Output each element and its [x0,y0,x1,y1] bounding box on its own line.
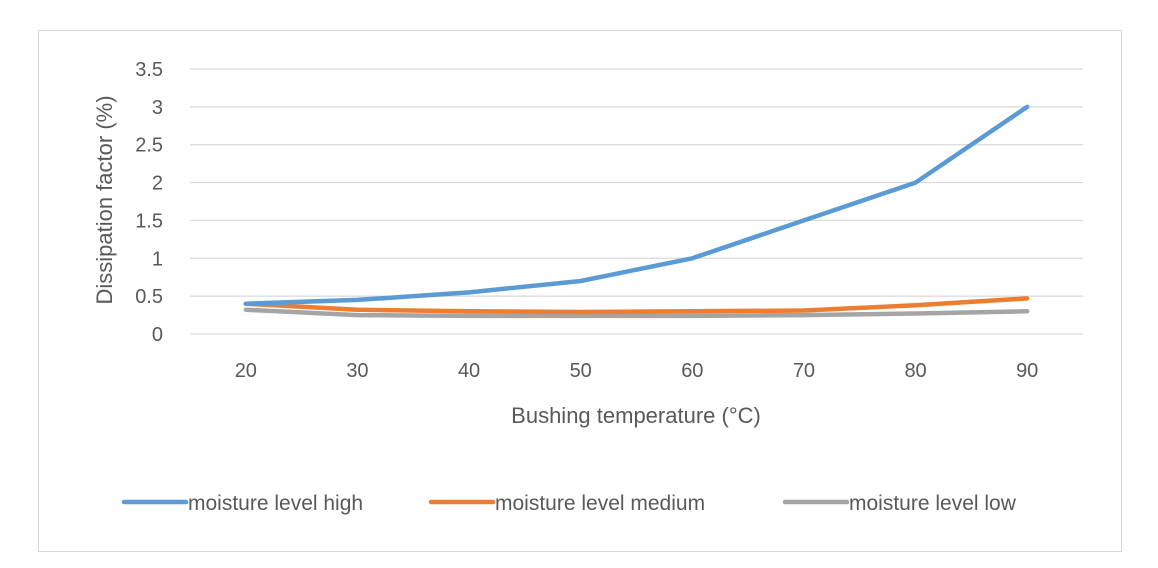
series-line-moisture-level-low [243,307,1030,319]
gridlines [190,68,1083,335]
chart-frame [38,30,1122,552]
y-tick-label: 1 [152,248,163,270]
x-tick-label: 80 [904,360,926,382]
x-tick-label: 60 [681,360,703,382]
legend-label: moisture level high [188,492,363,515]
y-axis-label: Dissipation factor (%) [92,95,117,304]
y-tick-label: 3 [152,97,163,119]
series-line-moisture-level-medium [243,296,1030,315]
legend-label: moisture level low [849,492,1017,515]
x-tick-label: 90 [1016,360,1038,382]
legend: moisture level high moisture level medium… [121,492,1017,515]
x-tick-label: 70 [793,360,815,382]
y-tick-label: 0.5 [135,286,163,308]
x-tick-label: 40 [458,360,480,382]
series-lines [243,104,1030,319]
y-tick-label: 3.5 [135,59,163,81]
y-tick-label: 0 [152,324,163,346]
x-axis-label: Bushing temperature (°C) [511,403,761,428]
x-axis-ticks: 20 30 40 50 60 70 80 90 [235,360,1039,382]
y-tick-label: 2.5 [135,135,163,157]
x-tick-label: 30 [346,360,368,382]
legend-label: moisture level medium [495,492,705,515]
series-line-moisture-level-high [243,104,1030,306]
x-tick-label: 50 [570,360,592,382]
y-axis-ticks: 0 0.5 1 1.5 2 2.5 3 3.5 [135,59,163,346]
x-tick-label: 20 [235,360,257,382]
y-tick-label: 1.5 [135,210,163,232]
y-tick-label: 2 [152,173,163,195]
